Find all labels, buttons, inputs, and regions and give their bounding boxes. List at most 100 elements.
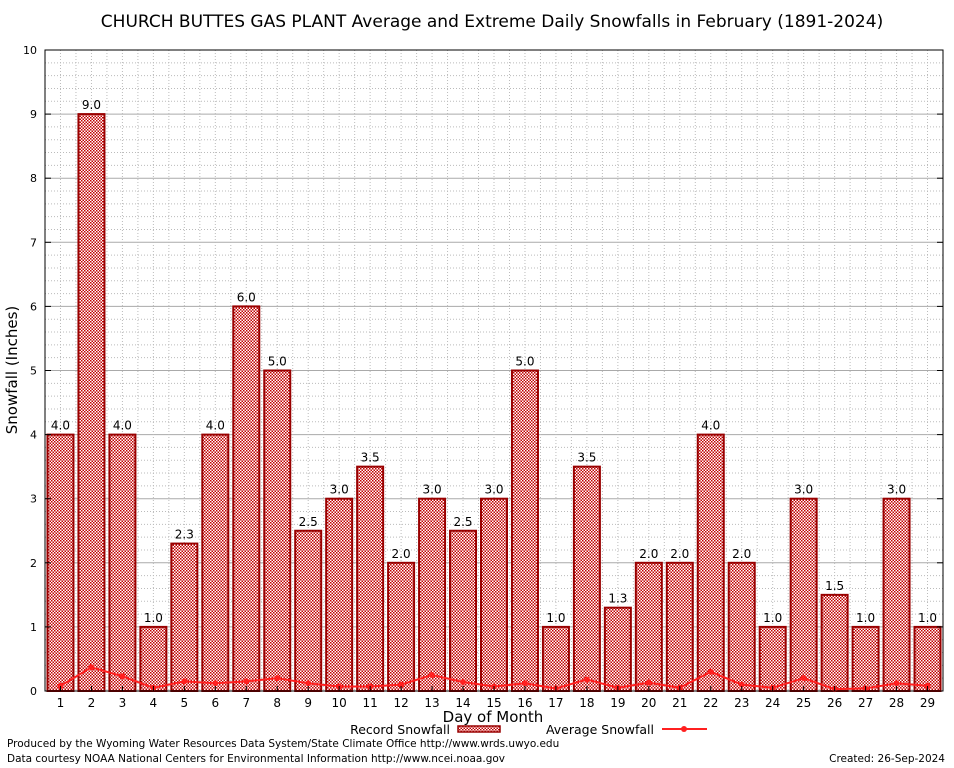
bar-record-day-12 xyxy=(387,561,416,692)
average-point-day-13 xyxy=(429,671,436,678)
x-tick-label: 5 xyxy=(181,696,189,710)
bar-record-day-18 xyxy=(572,465,601,692)
average-point-day-2 xyxy=(88,664,95,671)
bar-label: 4.0 xyxy=(113,419,132,433)
x-tick-label: 26 xyxy=(827,696,842,710)
bar-label: 3.5 xyxy=(577,451,596,465)
average-point-day-20 xyxy=(645,679,652,686)
x-tick-label: 6 xyxy=(211,696,219,710)
bar-label: 4.0 xyxy=(206,419,225,433)
average-point-day-1 xyxy=(57,682,64,689)
bar-record-day-11 xyxy=(356,465,385,692)
x-tick-label: 10 xyxy=(332,696,347,710)
bar-label: 2.0 xyxy=(639,547,658,561)
bar-record-day-13 xyxy=(418,497,447,693)
y-tick-label: 2 xyxy=(30,557,37,570)
average-point-day-12 xyxy=(398,681,405,688)
bar-label: 3.0 xyxy=(794,483,813,497)
bar-label: 5.0 xyxy=(268,355,287,369)
x-tick-label: 23 xyxy=(734,696,749,710)
y-tick-label: 10 xyxy=(23,44,37,57)
bar-label: 1.0 xyxy=(763,611,782,625)
bar-label: 2.0 xyxy=(670,547,689,561)
footer-courtesy: Data courtesy NOAA National Centers for … xyxy=(7,753,506,765)
average-point-day-8 xyxy=(274,675,281,682)
bar-record-day-14 xyxy=(449,529,478,692)
bar-label: 1.3 xyxy=(608,592,627,606)
average-point-day-29 xyxy=(924,682,931,689)
bar-record-day-23 xyxy=(727,561,756,692)
average-point-day-18 xyxy=(583,676,590,683)
x-tick-label: 8 xyxy=(273,696,281,710)
y-tick-label: 0 xyxy=(30,685,37,698)
bar-record-day-28 xyxy=(882,497,911,693)
x-tick-label: 3 xyxy=(119,696,127,710)
y-axis-label: Snowfall (Inches) xyxy=(3,306,21,434)
bar-record-day-21 xyxy=(665,561,694,692)
bar-label: 1.0 xyxy=(144,611,163,625)
chart-title: CHURCH BUTTES GAS PLANT Average and Extr… xyxy=(101,12,883,32)
x-tick-label: 18 xyxy=(579,696,594,710)
x-tick-label: 27 xyxy=(858,696,873,710)
x-tick-label: 17 xyxy=(548,696,563,710)
y-tick-label: 7 xyxy=(30,236,37,249)
bar-label: 1.0 xyxy=(546,611,565,625)
bar-label: 9.0 xyxy=(82,98,101,112)
bar-record-day-4 xyxy=(139,625,168,693)
y-tick-label: 5 xyxy=(30,365,37,378)
bar-record-day-1 xyxy=(46,433,75,692)
bar-label: 3.5 xyxy=(361,451,380,465)
bar-record-day-10 xyxy=(325,497,354,693)
bar-record-day-20 xyxy=(634,561,663,692)
y-tick-label: 9 xyxy=(30,108,37,121)
x-tick-label: 12 xyxy=(393,696,408,710)
x-tick-label: 9 xyxy=(304,696,312,710)
x-tick-label: 14 xyxy=(455,696,470,710)
bar-label: 3.0 xyxy=(423,483,442,497)
x-tick-label: 21 xyxy=(672,696,687,710)
x-tick-label: 15 xyxy=(486,696,501,710)
average-point-day-9 xyxy=(305,680,312,687)
bar-label: 1.0 xyxy=(856,611,875,625)
bar-label: 3.0 xyxy=(887,483,906,497)
x-tick-label: 13 xyxy=(424,696,439,710)
bar-record-day-9 xyxy=(294,529,323,692)
x-tick-label: 16 xyxy=(517,696,532,710)
bar-record-day-16 xyxy=(510,369,539,692)
bar-record-day-2 xyxy=(77,113,106,693)
bar-label: 2.5 xyxy=(299,515,318,529)
average-point-day-6 xyxy=(212,680,219,687)
bar-label: 2.3 xyxy=(175,528,194,542)
bar-record-day-27 xyxy=(851,625,880,693)
bar-record-day-22 xyxy=(696,433,725,692)
x-tick-label: 1 xyxy=(57,696,65,710)
y-tick-label: 6 xyxy=(30,300,37,313)
bar-record-day-5 xyxy=(170,542,199,692)
x-tick-label: 19 xyxy=(610,696,625,710)
legend-label-average: Average Snowfall xyxy=(546,722,654,737)
average-point-day-5 xyxy=(181,678,188,685)
bar-record-day-19 xyxy=(603,606,632,692)
bar-label: 2.0 xyxy=(392,547,411,561)
x-tick-label: 7 xyxy=(242,696,250,710)
legend-label-record: Record Snowfall xyxy=(350,722,450,737)
legend-marker-average xyxy=(681,726,687,732)
bar-record-day-15 xyxy=(480,497,508,693)
x-axis-label: Day of Month xyxy=(443,708,544,726)
legend: Record Snowfall Average Snowfall xyxy=(350,722,707,737)
bar-label: 3.0 xyxy=(330,483,349,497)
bar-label: 5.0 xyxy=(515,355,534,369)
x-tick-label: 25 xyxy=(796,696,811,710)
x-tick-label: 11 xyxy=(362,696,377,710)
legend-swatch-record xyxy=(457,725,501,733)
footer-produced-by: Produced by the Wyoming Water Resources … xyxy=(7,738,560,750)
average-point-day-7 xyxy=(243,678,250,685)
y-tick-label: 1 xyxy=(30,621,37,634)
y-tick-label: 4 xyxy=(30,429,37,442)
average-point-day-3 xyxy=(119,673,126,680)
average-point-day-25 xyxy=(800,675,807,682)
bar-label: 4.0 xyxy=(51,419,70,433)
average-point-day-23 xyxy=(738,681,745,688)
